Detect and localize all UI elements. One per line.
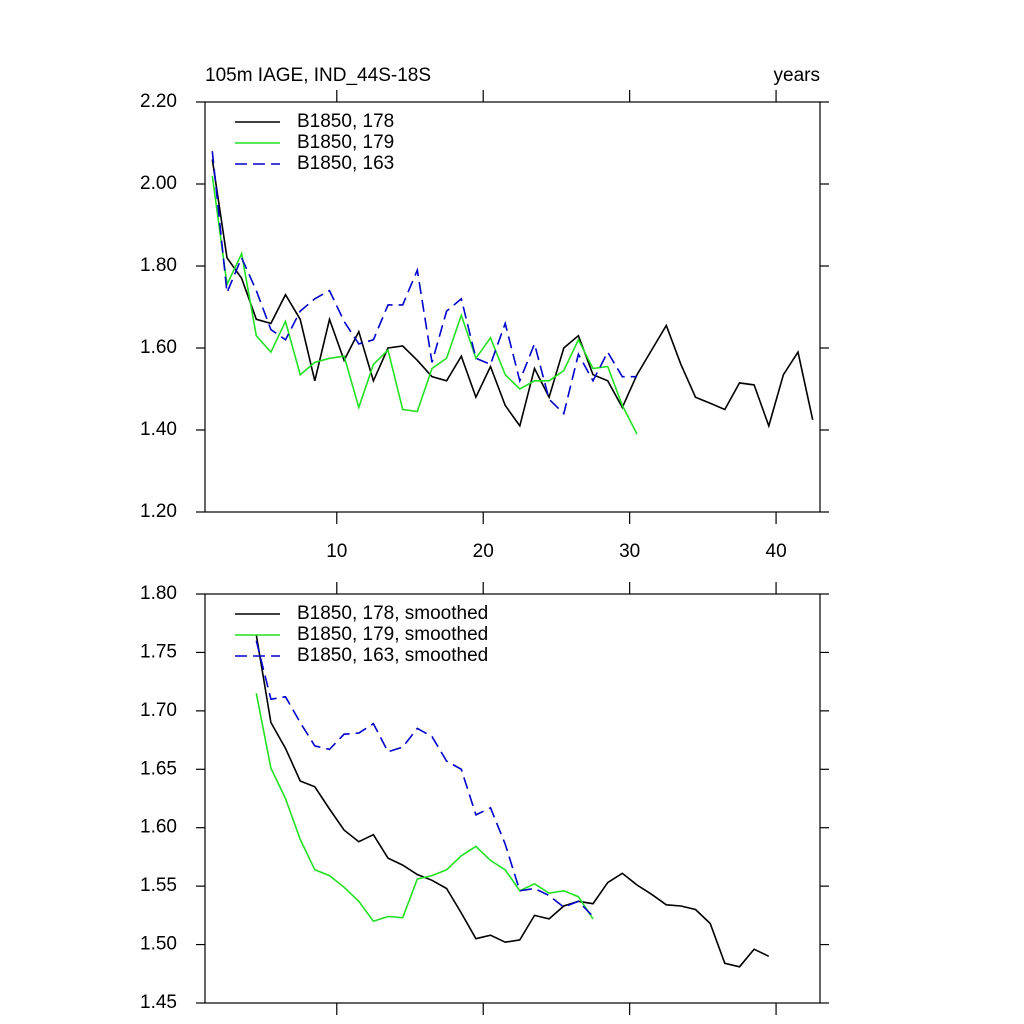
legend-label: B1850, 163, smoothed — [297, 645, 488, 666]
series-line — [255, 640, 594, 918]
y-tick-label: 1.20 — [140, 501, 177, 522]
series-line — [211, 151, 637, 416]
plot-frame — [204, 101, 821, 513]
x-tick-label: 30 — [619, 541, 640, 562]
y-tick-label: 2.20 — [140, 91, 177, 112]
y-tick-label: 1.60 — [140, 337, 177, 358]
y-tick-label: 1.65 — [140, 758, 177, 779]
y-tick-label: 2.00 — [140, 173, 177, 194]
y-tick-label: 1.70 — [140, 700, 177, 721]
series-line — [211, 175, 638, 435]
y-tick-label: 1.60 — [140, 817, 177, 838]
series-line — [255, 693, 594, 923]
y-tick-label: 1.80 — [140, 583, 177, 604]
y-tick-label: 1.50 — [140, 934, 177, 955]
y-tick-label: 1.55 — [140, 875, 177, 896]
series-line — [211, 159, 814, 429]
legend-label: B1850, 179, smoothed — [297, 624, 488, 645]
legend-label: B1850, 178 — [297, 111, 394, 132]
y-tick-label: 1.45 — [140, 992, 177, 1013]
legend-label: B1850, 163 — [297, 153, 394, 174]
y-tick-label: 1.40 — [140, 419, 177, 440]
legend-label: B1850, 179 — [297, 132, 394, 153]
y-tick-label: 1.75 — [140, 641, 177, 662]
y-tick-label: 1.80 — [140, 255, 177, 276]
x-tick-label: 40 — [766, 541, 787, 562]
series-line — [255, 634, 770, 968]
plot-frame — [204, 593, 821, 1004]
chart-title: 105m IAGE, IND_44S-18S — [205, 65, 431, 86]
x-tick-label: 10 — [326, 541, 347, 562]
chart-title-right: years — [774, 65, 820, 86]
legend-label: B1850, 178, smoothed — [297, 603, 488, 624]
x-tick-label: 20 — [473, 541, 494, 562]
